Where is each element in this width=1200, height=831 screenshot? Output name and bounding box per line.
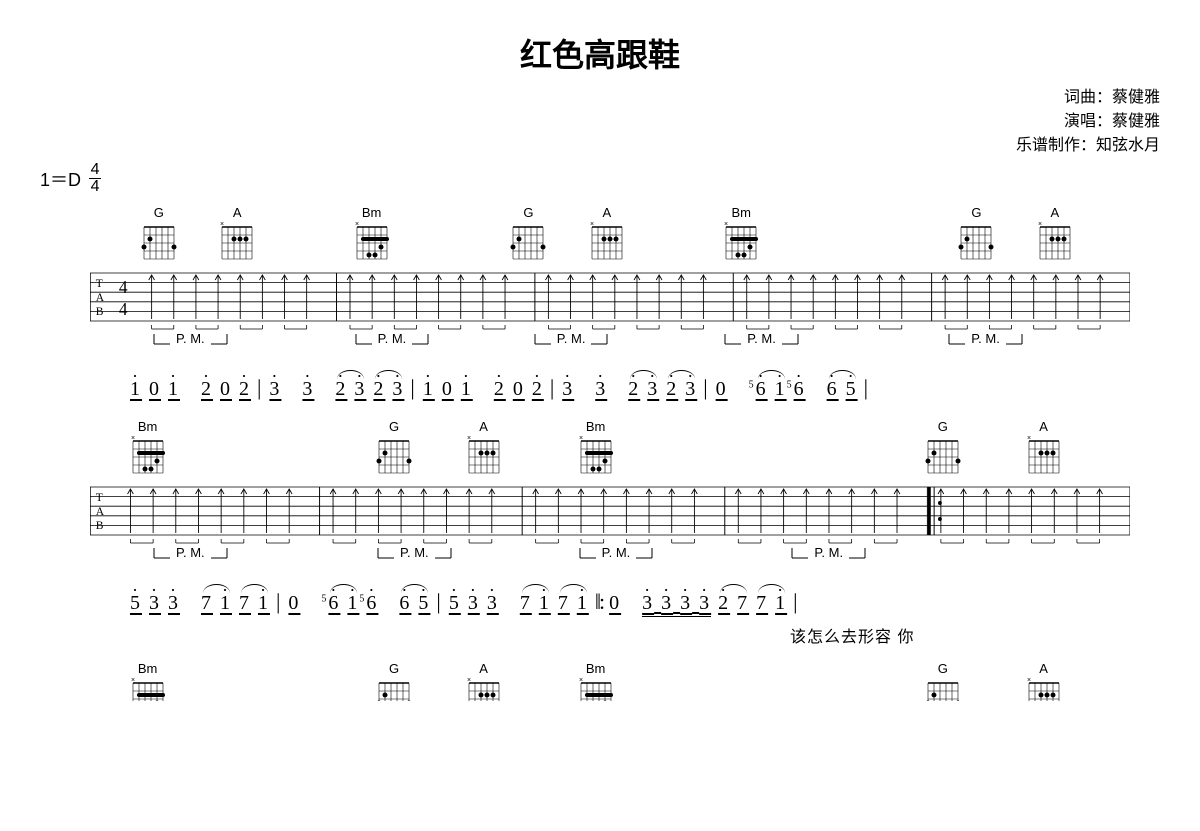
song-title: 红色高跟鞋: [40, 30, 1160, 76]
chord-name: A: [1050, 205, 1059, 220]
chord-row: Bm×GA×Bm×GA×: [40, 661, 1160, 701]
system-2: Bm×GA×Bm×GA× TAB P. M.P. M.P. M.P. M. 5 …: [40, 419, 1160, 647]
chord-diagram: G: [510, 205, 546, 258]
chord-diagram: A×: [589, 205, 625, 258]
pm-row: P. M. P. M. P. M. P. M. P. M.: [40, 331, 1160, 355]
credits-block: 词曲：蔡健雅 演唱：蔡健雅 乐谱制作：知弦水月: [40, 86, 1160, 158]
chord-diagram: Bm×: [130, 419, 166, 472]
pm-row: P. M. P. M. P. M. P. M.: [40, 545, 1160, 569]
palm-mute-label: P. M.: [578, 545, 655, 560]
lyric-text: 该怎么去形容 你: [790, 623, 914, 647]
svg-text:T: T: [96, 491, 103, 504]
credit-value: 蔡健雅: [1112, 113, 1160, 130]
chord-diagram: G: [925, 661, 961, 701]
svg-text:A: A: [96, 505, 105, 518]
chord-diagram: A×: [1026, 661, 1062, 701]
tab-staff: TAB: [90, 477, 1130, 547]
key-text: 1＝D: [40, 166, 81, 192]
svg-text:×: ×: [724, 222, 728, 228]
tab-staff: TAB 44: [90, 263, 1130, 333]
svg-text:×: ×: [579, 436, 583, 442]
svg-text:×: ×: [1027, 678, 1031, 684]
chord-name: A: [1039, 419, 1048, 434]
chord-name: G: [154, 205, 164, 220]
svg-text:×: ×: [131, 678, 135, 684]
chord-name: A: [1039, 661, 1048, 676]
chord-name: Bm: [138, 419, 158, 434]
jianpu-line: 5 3 3 7 1 7 1|0 56 156 6 5|5 3 3 7 1 7 1…: [40, 589, 1160, 615]
chord-name: A: [479, 419, 488, 434]
svg-text:B: B: [96, 519, 104, 532]
svg-text:×: ×: [1027, 436, 1031, 442]
chord-diagram: G: [376, 419, 412, 472]
credit-label: 演唱：: [1064, 113, 1112, 130]
credit-label: 乐谱制作：: [1016, 137, 1096, 154]
chord-name: G: [971, 205, 981, 220]
chord-diagram: Bm×: [723, 205, 759, 258]
chord-name: Bm: [731, 205, 751, 220]
chord-name: G: [389, 419, 399, 434]
svg-text:×: ×: [467, 436, 471, 442]
svg-text:×: ×: [131, 436, 135, 442]
chord-diagram: G: [141, 205, 177, 258]
chord-name: Bm: [362, 205, 382, 220]
time-sig-bottom: 4: [89, 179, 101, 195]
svg-text:T: T: [96, 277, 103, 290]
svg-text:×: ×: [355, 222, 359, 228]
chord-name: A: [602, 205, 611, 220]
chord-name: G: [938, 419, 948, 434]
chord-diagram: A×: [466, 661, 502, 701]
credit-value: 蔡健雅: [1112, 89, 1160, 106]
chord-diagram: A×: [1037, 205, 1073, 258]
svg-text:4: 4: [119, 277, 128, 297]
key-signature: 1＝D 4 4: [40, 162, 101, 195]
chord-diagram: Bm×: [578, 661, 614, 701]
svg-text:×: ×: [590, 222, 594, 228]
chord-diagram: Bm×: [354, 205, 390, 258]
chord-name: Bm: [138, 661, 158, 676]
chord-name: A: [479, 661, 488, 676]
chord-row: Bm×GA×Bm×GA×: [40, 419, 1160, 475]
palm-mute-label: P. M.: [376, 545, 453, 560]
palm-mute-label: P. M.: [790, 545, 867, 560]
palm-mute-label: P. M.: [152, 545, 229, 560]
chord-diagram: Bm×: [578, 419, 614, 472]
chord-name: G: [523, 205, 533, 220]
palm-mute-label: P. M.: [152, 331, 229, 346]
chord-row: GA×Bm×GA×Bm×GA×: [40, 205, 1160, 261]
svg-text:×: ×: [1038, 222, 1042, 228]
lyrics-line: 该怎么去形容 你: [40, 623, 1160, 647]
svg-text:×: ×: [579, 678, 583, 684]
svg-text:×: ×: [467, 678, 471, 684]
credit-label: 词曲：: [1064, 89, 1112, 106]
time-signature: 4 4: [89, 162, 101, 195]
chord-diagram: G: [376, 661, 412, 701]
chord-name: Bm: [586, 661, 606, 676]
palm-mute-label: P. M.: [354, 331, 431, 346]
credit-value: 知弦水月: [1096, 137, 1160, 154]
chord-name: Bm: [586, 419, 606, 434]
svg-text:A: A: [96, 291, 105, 304]
chord-diagram: A×: [1026, 419, 1062, 472]
chord-diagram: G: [925, 419, 961, 472]
svg-text:B: B: [96, 305, 104, 318]
palm-mute-label: P. M.: [947, 331, 1024, 346]
palm-mute-label: P. M.: [723, 331, 800, 346]
svg-text:4: 4: [119, 299, 128, 319]
chord-name: G: [389, 661, 399, 676]
system-1: GA×Bm×GA×Bm×GA× TAB44 P. M.P. M.P. M.P. …: [40, 205, 1160, 401]
chord-diagram: A×: [466, 419, 502, 472]
palm-mute-label: P. M.: [533, 331, 610, 346]
chord-name: G: [938, 661, 948, 676]
svg-text:×: ×: [220, 222, 224, 228]
chord-diagram: G: [958, 205, 994, 258]
chord-name: A: [233, 205, 242, 220]
chord-diagram: A×: [219, 205, 255, 258]
chord-diagram: Bm×: [130, 661, 166, 701]
system-3-partial: Bm×GA×Bm×GA×: [40, 661, 1160, 701]
jianpu-line: 1 0 1 2 0 2|3 3 2 3 2 3|1 0 1 2 0 2|3 3 …: [40, 375, 1160, 401]
time-sig-top: 4: [89, 162, 101, 178]
